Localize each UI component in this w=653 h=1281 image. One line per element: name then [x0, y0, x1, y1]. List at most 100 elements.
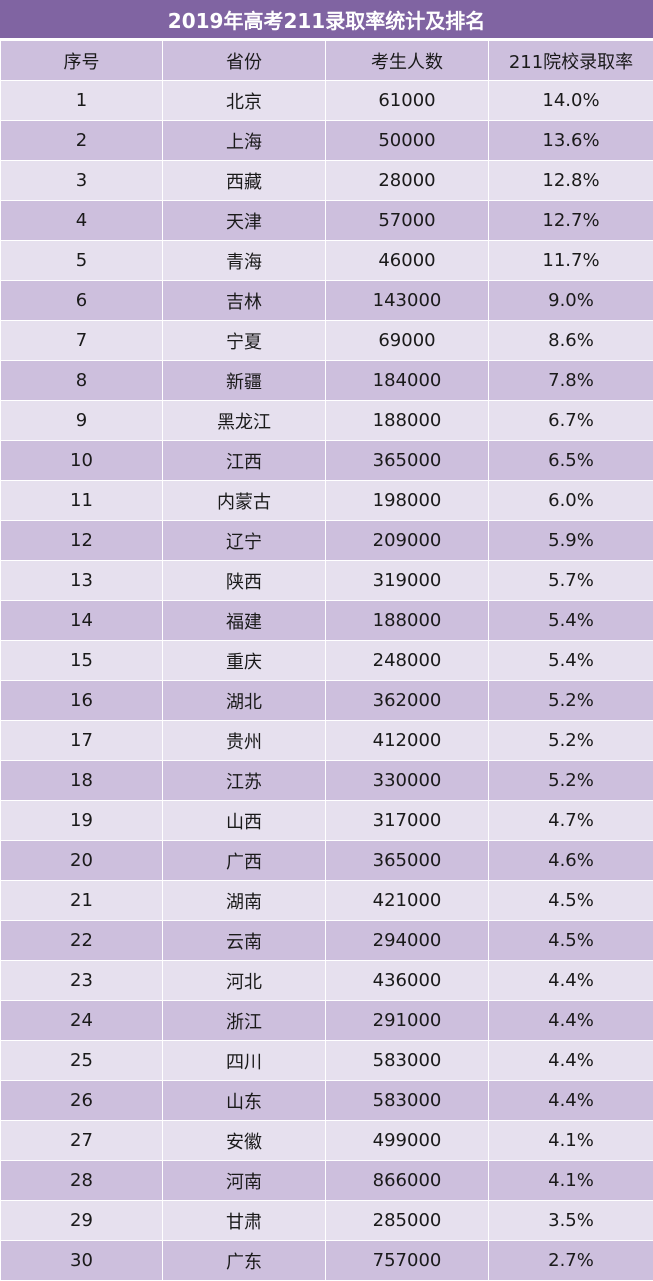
province-cell: 甘肃 [162, 1200, 326, 1241]
rank-cell: 14 [0, 600, 163, 641]
admission-rate-cell: 11.7% [488, 240, 653, 281]
rank-cell: 30 [0, 1240, 163, 1281]
admission-rate-cell: 8.6% [488, 320, 653, 361]
rank-cell: 21 [0, 880, 163, 921]
province-cell: 辽宁 [162, 520, 326, 561]
table-row: 12 辽宁 209000 5.9% [0, 520, 653, 561]
table-row: 6 吉林 143000 9.0% [0, 280, 653, 321]
rank-cell: 24 [0, 1000, 163, 1041]
candidates-cell: 362000 [325, 680, 489, 721]
admission-rate-cell: 4.5% [488, 880, 653, 921]
table-row: 24 浙江 291000 4.4% [0, 1000, 653, 1041]
admission-rate-cell: 4.1% [488, 1120, 653, 1161]
rank-cell: 25 [0, 1040, 163, 1081]
table-row: 15 重庆 248000 5.4% [0, 640, 653, 681]
province-cell: 新疆 [162, 360, 326, 401]
table-row: 19 山西 317000 4.7% [0, 800, 653, 841]
table-row: 10 江西 365000 6.5% [0, 440, 653, 481]
header-row: 序号 省份 考生人数 211院校录取率 [0, 40, 653, 81]
ranking-table: 序号 省份 考生人数 211院校录取率 1 北京 61000 14.0% 2 上海 5000… [0, 40, 653, 1281]
header-cell-admission-rate: 211院校录取率 [488, 40, 653, 81]
table-row: 28 河南 866000 4.1% [0, 1160, 653, 1201]
header-cell-province: 省份 [162, 40, 326, 81]
table-title: 2019年高考211录取率统计及排名 [0, 0, 653, 40]
candidates-cell: 583000 [325, 1040, 489, 1081]
candidates-cell: 412000 [325, 720, 489, 761]
admission-rate-cell: 4.4% [488, 1080, 653, 1121]
candidates-cell: 69000 [325, 320, 489, 361]
admission-rate-cell: 5.2% [488, 760, 653, 801]
rank-cell: 12 [0, 520, 163, 561]
table-row: 16 湖北 362000 5.2% [0, 680, 653, 721]
rank-cell: 19 [0, 800, 163, 841]
table-row: 13 陕西 319000 5.7% [0, 560, 653, 601]
rank-cell: 2 [0, 120, 163, 161]
admission-rate-cell: 9.0% [488, 280, 653, 321]
province-cell: 贵州 [162, 720, 326, 761]
province-cell: 山东 [162, 1080, 326, 1121]
province-cell: 湖北 [162, 680, 326, 721]
province-cell: 陕西 [162, 560, 326, 601]
rank-cell: 1 [0, 80, 163, 121]
candidates-cell: 330000 [325, 760, 489, 801]
table-row: 21 湖南 421000 4.5% [0, 880, 653, 921]
candidates-cell: 866000 [325, 1160, 489, 1201]
table-row: 20 广西 365000 4.6% [0, 840, 653, 881]
candidates-cell: 757000 [325, 1240, 489, 1281]
admission-rate-cell: 4.4% [488, 1000, 653, 1041]
province-cell: 四川 [162, 1040, 326, 1081]
admission-rate-cell: 5.7% [488, 560, 653, 601]
table-row: 29 甘肃 285000 3.5% [0, 1200, 653, 1241]
province-cell: 内蒙古 [162, 480, 326, 521]
table-row: 5 青海 46000 11.7% [0, 240, 653, 281]
table-row: 17 贵州 412000 5.2% [0, 720, 653, 761]
table-row: 3 西藏 28000 12.8% [0, 160, 653, 201]
province-cell: 天津 [162, 200, 326, 241]
table-row: 14 福建 188000 5.4% [0, 600, 653, 641]
table-row: 27 安徽 499000 4.1% [0, 1120, 653, 1161]
province-cell: 宁夏 [162, 320, 326, 361]
province-cell: 广西 [162, 840, 326, 881]
rank-cell: 18 [0, 760, 163, 801]
rank-cell: 11 [0, 480, 163, 521]
admission-rate-cell: 2.7% [488, 1240, 653, 1281]
table-row: 9 黑龙江 188000 6.7% [0, 400, 653, 441]
candidates-cell: 285000 [325, 1200, 489, 1241]
table-row: 11 内蒙古 198000 6.0% [0, 480, 653, 521]
table-row: 30 广东 757000 2.7% [0, 1240, 653, 1281]
admission-rate-cell: 6.7% [488, 400, 653, 441]
candidates-cell: 365000 [325, 440, 489, 481]
table-row: 4 天津 57000 12.7% [0, 200, 653, 241]
candidates-cell: 209000 [325, 520, 489, 561]
province-cell: 河南 [162, 1160, 326, 1201]
candidates-cell: 188000 [325, 600, 489, 641]
province-cell: 北京 [162, 80, 326, 121]
candidates-cell: 365000 [325, 840, 489, 881]
province-cell: 黑龙江 [162, 400, 326, 441]
rank-cell: 8 [0, 360, 163, 401]
rank-cell: 29 [0, 1200, 163, 1241]
province-cell: 山西 [162, 800, 326, 841]
candidates-cell: 28000 [325, 160, 489, 201]
rank-cell: 7 [0, 320, 163, 361]
candidates-cell: 50000 [325, 120, 489, 161]
admission-rate-cell: 4.5% [488, 920, 653, 961]
admission-rate-cell: 5.9% [488, 520, 653, 561]
rank-cell: 5 [0, 240, 163, 281]
province-cell: 吉林 [162, 280, 326, 321]
candidates-cell: 198000 [325, 480, 489, 521]
header-cell-rank: 序号 [0, 40, 163, 81]
table-row: 8 新疆 184000 7.8% [0, 360, 653, 401]
candidates-cell: 188000 [325, 400, 489, 441]
table-row: 25 四川 583000 4.4% [0, 1040, 653, 1081]
rank-cell: 28 [0, 1160, 163, 1201]
candidates-cell: 499000 [325, 1120, 489, 1161]
rank-cell: 4 [0, 200, 163, 241]
header-cell-candidates: 考生人数 [325, 40, 489, 81]
province-cell: 西藏 [162, 160, 326, 201]
candidates-cell: 46000 [325, 240, 489, 281]
province-cell: 上海 [162, 120, 326, 161]
candidates-cell: 184000 [325, 360, 489, 401]
province-cell: 重庆 [162, 640, 326, 681]
rank-cell: 15 [0, 640, 163, 681]
